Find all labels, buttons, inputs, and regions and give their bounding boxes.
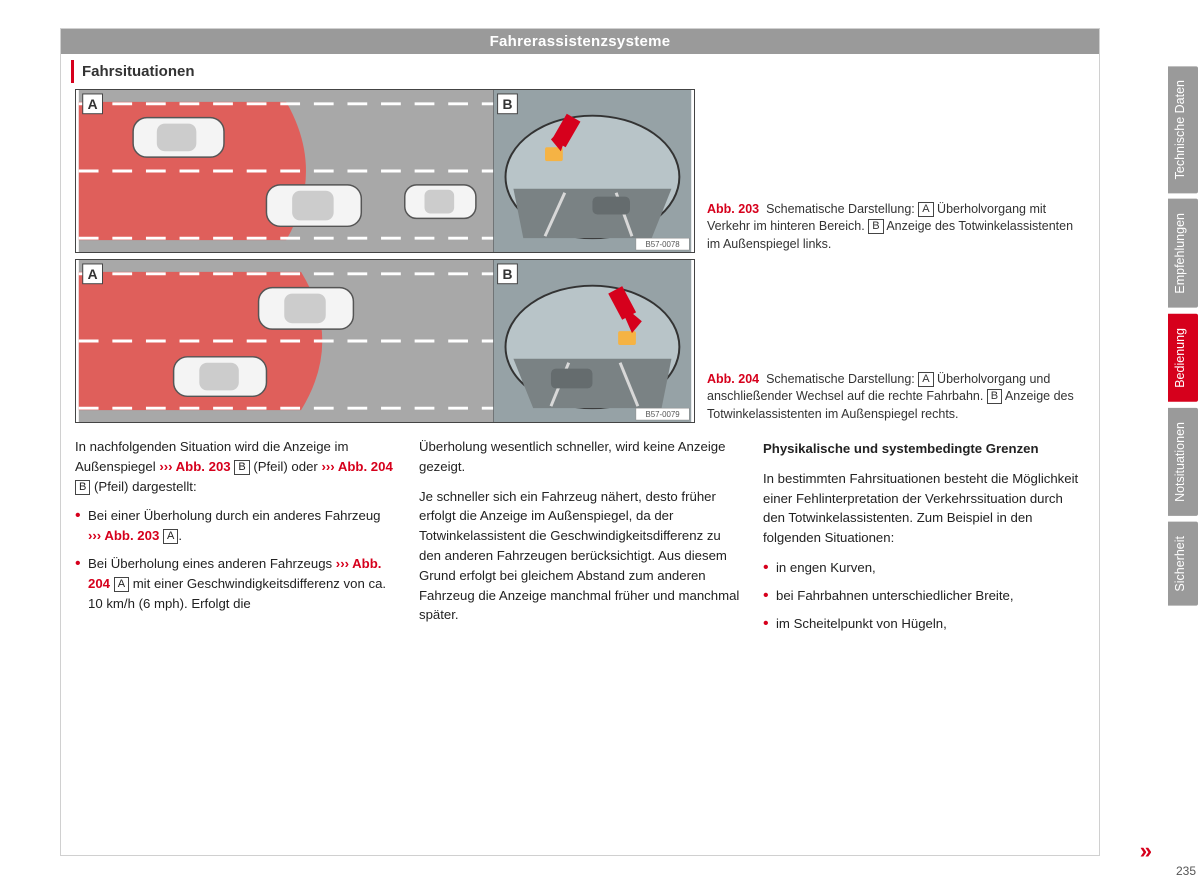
tab-notsituationen[interactable]: Notsituationen [1168, 408, 1198, 516]
col3-bullet-2: bei Fahrbahnen unterschiedlicher Breite, [763, 586, 1085, 606]
tab-bedienung[interactable]: Bedienung [1168, 314, 1198, 402]
col1-bullet-2: Bei Überholung eines anderen Fahrzeugs ›… [75, 554, 397, 613]
svg-text:A: A [88, 96, 98, 112]
body-columns: In nachfolgenden Situation wird die Anze… [61, 429, 1099, 641]
car-other-204 [174, 357, 267, 397]
page-number: 235 [1176, 864, 1196, 878]
car-front [405, 185, 476, 219]
fig203-num: Abb. 203 [707, 202, 759, 216]
fig204-caption: Abb. 204 Schematische Darstellung: A Übe… [707, 371, 1087, 424]
column-1: In nachfolgenden Situation wird die Anze… [75, 437, 397, 641]
col1-bullet-1: Bei einer Überholung durch ein anderes F… [75, 506, 397, 546]
tab-empfehlungen[interactable]: Empfehlungen [1168, 199, 1198, 308]
column-3: Physikalische und systembedingte Grenzen… [763, 437, 1085, 641]
col2-para1: Überholung wesentlich schneller, wird ke… [419, 437, 741, 477]
figure-204: A B B57-0079 Abb. 204 Schematische Darst… [75, 259, 1085, 423]
section-title: Fahrsituationen [71, 60, 1099, 83]
svg-text:A: A [88, 266, 98, 282]
col3-bullet-1: in engen Kurven, [763, 558, 1085, 578]
car-ego [266, 185, 361, 226]
car-ego-204 [259, 288, 354, 329]
page: Fahrerassistenzsysteme Fahrsituationen [60, 28, 1100, 856]
column-2: Überholung wesentlich schneller, wird ke… [419, 437, 741, 641]
fig203-illustration: A B B57-0078 [75, 89, 695, 253]
svg-text:B: B [502, 96, 512, 112]
svg-text:B: B [502, 266, 512, 282]
tab-sicherheit[interactable]: Sicherheit [1168, 522, 1198, 606]
figure-203: A B B57-0078 [75, 89, 1085, 253]
fig203-caption: Abb. 203 Schematische Darstellung: A Übe… [707, 201, 1087, 254]
col1-para1: In nachfolgenden Situation wird die Anze… [75, 437, 397, 496]
svg-text:B57-0078: B57-0078 [645, 240, 680, 249]
side-tabs: Technische Daten Empfehlungen Bedienung … [1168, 66, 1200, 611]
continue-mark: » [1140, 838, 1152, 864]
chapter-header: Fahrerassistenzsysteme [61, 29, 1099, 54]
svg-text:B57-0079: B57-0079 [645, 410, 680, 419]
col3-bullet-3: im Scheitelpunkt von Hügeln, [763, 614, 1085, 634]
fig204-illustration: A B B57-0079 [75, 259, 695, 423]
col3-heading: Physikalische und systembedingte Grenzen [763, 439, 1085, 459]
fig204-num: Abb. 204 [707, 372, 759, 386]
tab-technische-daten[interactable]: Technische Daten [1168, 66, 1198, 193]
col2-para2: Je schneller sich ein Fahrzeug nähert, d… [419, 487, 741, 626]
car-rear [133, 118, 224, 158]
col3-para1: In bestimmten Fahrsituationen besteht di… [763, 469, 1085, 548]
